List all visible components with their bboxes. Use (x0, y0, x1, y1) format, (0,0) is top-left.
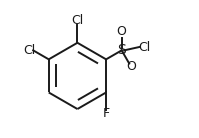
Text: S: S (117, 43, 126, 57)
Text: O: O (117, 25, 127, 38)
Text: Cl: Cl (71, 14, 84, 27)
Text: Cl: Cl (139, 41, 151, 54)
Text: Cl: Cl (23, 44, 35, 57)
Text: F: F (102, 107, 110, 120)
Text: O: O (126, 60, 136, 73)
